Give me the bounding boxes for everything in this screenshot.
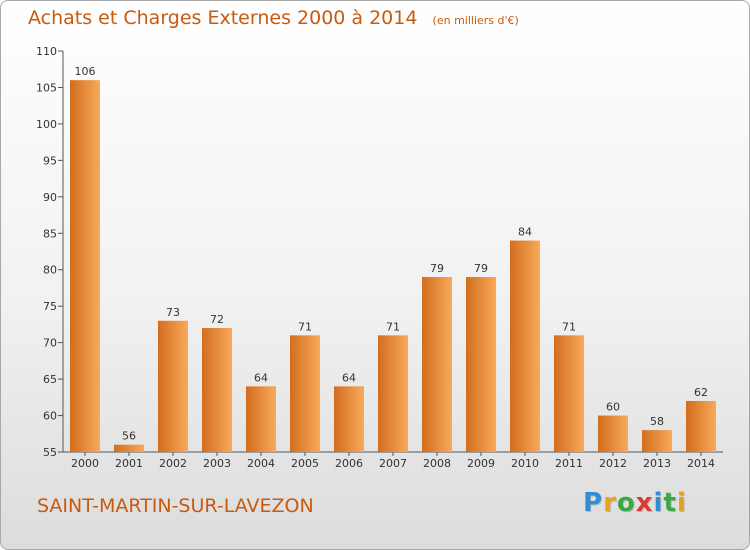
y-tick-label: 80	[43, 264, 57, 277]
y-tick-label: 85	[43, 227, 57, 240]
y-tick-label: 90	[43, 191, 57, 204]
proxiti-logo: Proxiti	[583, 488, 687, 518]
x-tick-label: 2011	[555, 457, 583, 470]
x-tick-label: 2010	[511, 457, 539, 470]
data-label: 72	[210, 313, 224, 326]
logo-letter: i	[676, 488, 687, 518]
chart-subtitle: (en milliers d'€)	[432, 14, 519, 27]
data-label: 64	[342, 371, 356, 384]
x-tick-label: 2005	[291, 457, 319, 470]
bar	[246, 386, 276, 452]
x-tick-label: 2000	[71, 457, 99, 470]
commune-name: SAINT-MARTIN-SUR-LAVEZON	[37, 495, 314, 517]
x-tick-label: 2012	[599, 457, 627, 470]
y-tick-label: 60	[43, 410, 57, 423]
bar	[598, 415, 628, 452]
data-label: 73	[166, 306, 180, 319]
data-label: 71	[562, 320, 576, 333]
bar	[466, 277, 496, 452]
bar	[554, 335, 584, 452]
logo-letter: x	[635, 488, 654, 518]
data-label: 60	[606, 401, 620, 414]
data-label: 56	[122, 430, 136, 443]
bar	[290, 335, 320, 452]
bar	[686, 400, 716, 452]
x-tick-label: 2003	[203, 457, 231, 470]
logo-letter: r	[603, 488, 617, 518]
bar	[422, 277, 452, 452]
data-label: 84	[518, 226, 532, 239]
bar	[642, 430, 672, 452]
data-label: 62	[694, 386, 708, 399]
x-tick-label: 2009	[467, 457, 495, 470]
bar	[510, 240, 540, 452]
bar	[378, 335, 408, 452]
y-tick-label: 65	[43, 373, 57, 386]
x-tick-label: 2007	[379, 457, 407, 470]
y-tick-label: 70	[43, 337, 57, 350]
data-label: 79	[474, 262, 488, 275]
data-label: 58	[650, 415, 664, 428]
data-label: 64	[254, 371, 268, 384]
logo-letter: i	[653, 488, 664, 518]
y-tick-label: 75	[43, 300, 57, 313]
y-tick-label: 55	[43, 446, 57, 459]
bar	[70, 80, 100, 452]
data-label: 106	[75, 65, 96, 78]
bar	[334, 386, 364, 452]
bar	[114, 444, 144, 452]
bar	[158, 320, 188, 452]
y-tick-label: 95	[43, 154, 57, 167]
data-label: 71	[298, 320, 312, 333]
logo-letter: o	[616, 488, 636, 518]
x-tick-label: 2002	[159, 457, 187, 470]
logo-letter: t	[663, 488, 677, 518]
y-tick-label: 105	[36, 81, 57, 94]
x-tick-label: 2001	[115, 457, 143, 470]
x-tick-label: 2014	[687, 457, 715, 470]
x-tick-label: 2004	[247, 457, 275, 470]
title-row: Achats et Charges Externes 2000 à 2014 (…	[28, 7, 519, 29]
data-label: 71	[386, 320, 400, 333]
chart-title: Achats et Charges Externes 2000 à 2014	[28, 7, 418, 29]
data-label: 79	[430, 262, 444, 275]
bar	[202, 328, 232, 452]
x-tick-label: 2008	[423, 457, 451, 470]
logo-letter: P	[583, 488, 604, 518]
y-tick-label: 110	[36, 45, 57, 58]
x-tick-label: 2006	[335, 457, 363, 470]
x-tick-label: 2013	[643, 457, 671, 470]
y-tick-label: 100	[36, 118, 57, 131]
